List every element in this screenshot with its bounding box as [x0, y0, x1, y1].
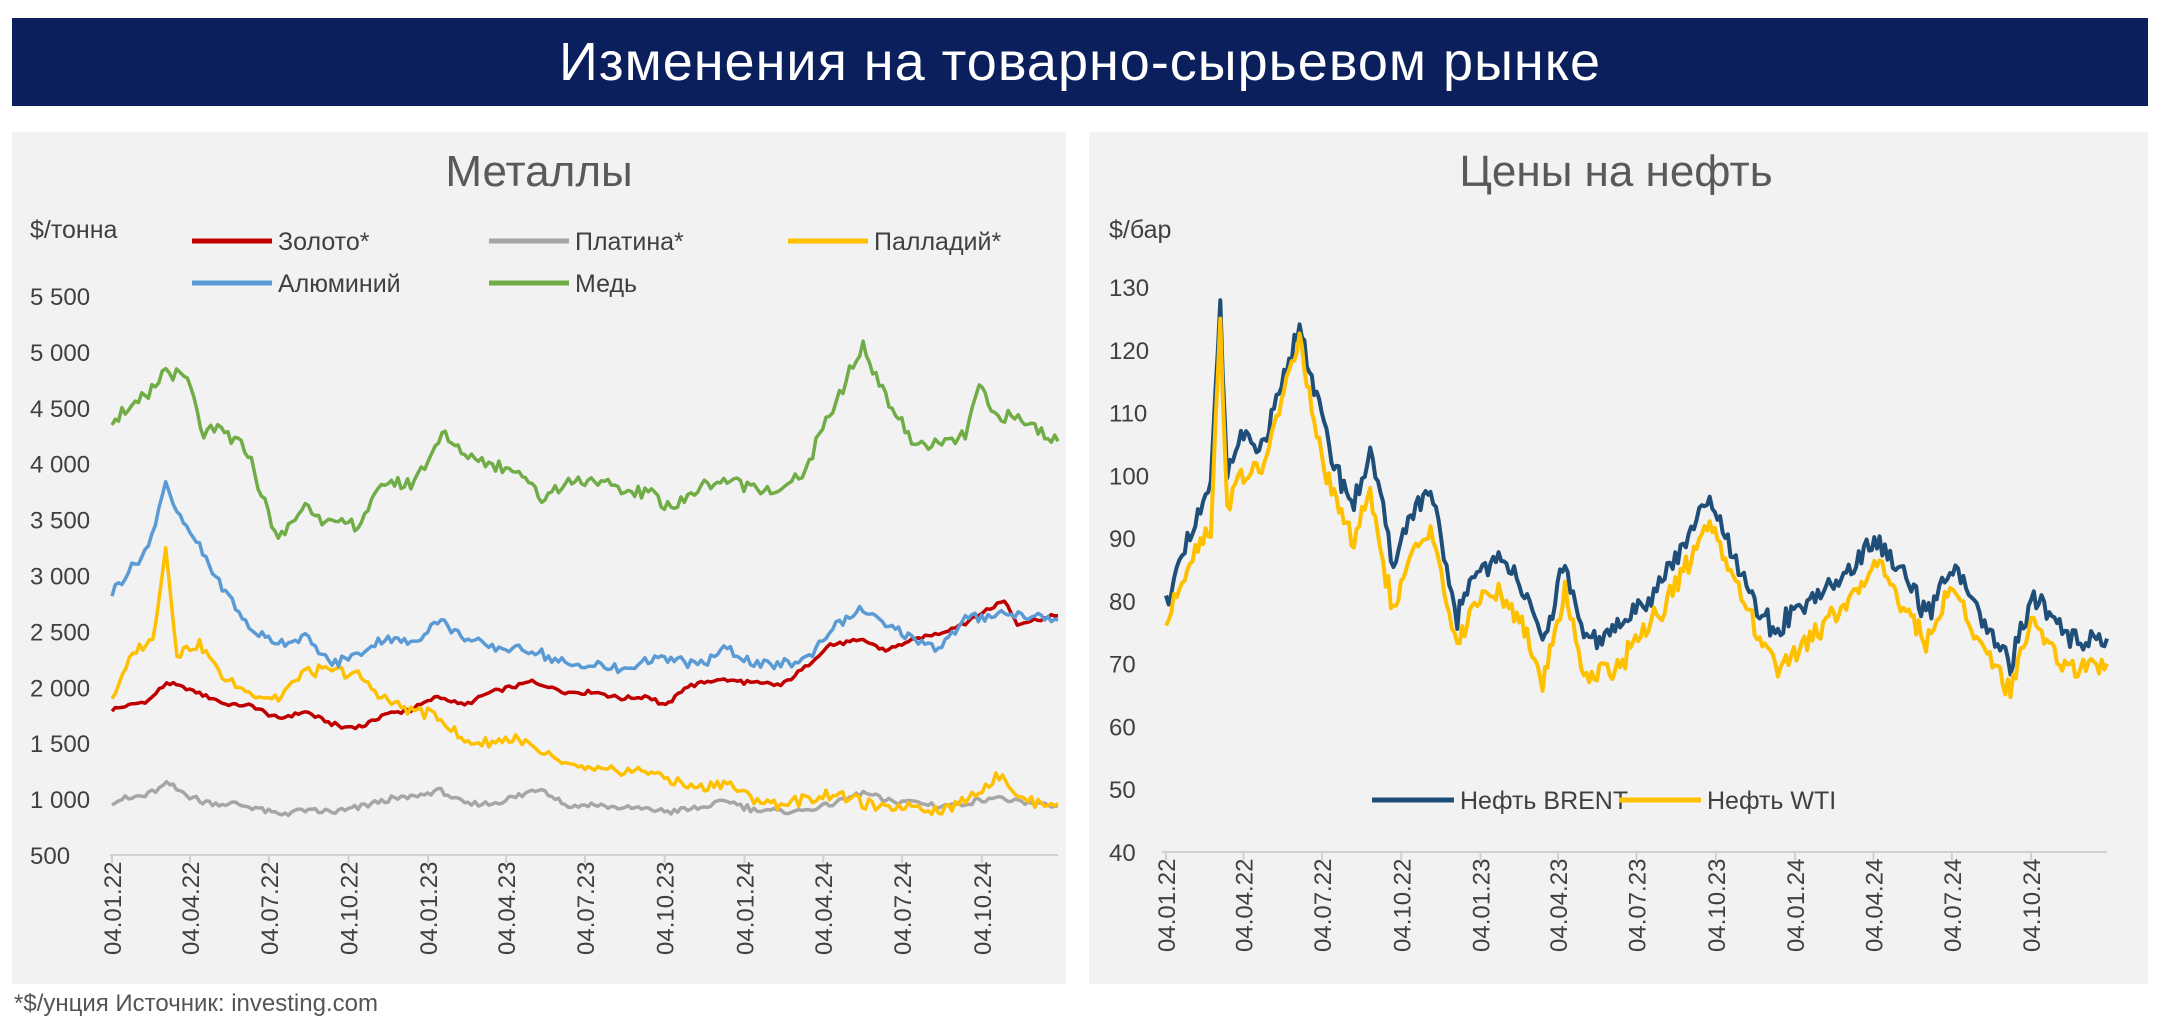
- y-tick-label: 3 000: [30, 564, 90, 591]
- y-tick-label: 80: [1109, 589, 1136, 616]
- y-tick-label: 40: [1109, 840, 1136, 867]
- x-tick-label: 04.07.24: [1940, 859, 1967, 952]
- y-tick-label: 70: [1109, 652, 1136, 679]
- legend-label: Палладий*: [874, 228, 1001, 256]
- y-tick-label: 4 000: [30, 452, 90, 479]
- x-tick-label: 04.04.22: [178, 862, 205, 955]
- metals-chart: Металлы $/тонна Золото* Платина* Палладий*…: [30, 147, 1060, 955]
- y-tick-label: 60: [1109, 714, 1136, 741]
- x-tick-label: 04.01.22: [1154, 859, 1181, 952]
- metals-chart-panel: Металлы $/тонна Золото* Платина* Палладий*…: [12, 132, 1066, 984]
- series-line-4: [110, 339, 1060, 540]
- x-tick-label: 04.07.22: [257, 862, 284, 955]
- x-tick-label: 04.01.23: [416, 862, 443, 955]
- legend-label: Алюминий: [278, 270, 401, 298]
- series-line-3: [110, 479, 1059, 675]
- series-line-2: [110, 545, 1059, 817]
- x-axis-ticks: 04.01.22 04.04.22 04.07.22 04.10.22 04.01.23…: [100, 855, 997, 955]
- y-tick-label: 50: [1109, 777, 1136, 804]
- y-axis-ticks: 500 1 000 1 500 2 000 2 500 3 000 3 500 4 000 4 …: [30, 284, 90, 870]
- y-axis-ticks: 40 50 60 70 80 90 100 110 120 130: [1109, 275, 1149, 867]
- y-tick-label: 1 500: [30, 731, 90, 758]
- footnote: *$/унция Источник: investing.com: [14, 990, 378, 1017]
- x-tick-label: 04.10.24: [970, 862, 997, 955]
- x-tick-label: 04.04.23: [1546, 859, 1573, 952]
- legend-label: Медь: [575, 270, 637, 298]
- y-tick-label: 100: [1109, 463, 1149, 490]
- chart-title: Металлы: [445, 147, 632, 196]
- y-tick-label: 2 000: [30, 675, 90, 702]
- x-tick-label: 04.01.23: [1469, 859, 1496, 952]
- legend: Золото* Платина* Палладий* Алюминий Медь: [192, 228, 1001, 298]
- x-tick-label: 04.04.24: [1861, 859, 1888, 952]
- series-line-0: [110, 599, 1059, 731]
- x-tick-label: 04.04.24: [811, 862, 838, 955]
- x-tick-label: 04.01.24: [732, 862, 759, 955]
- y-tick-label: 5 000: [30, 340, 90, 367]
- oil-chart: Цены на нефть $/бар Нефть BRENT Нефть WTI…: [1109, 147, 2109, 952]
- y-tick-label: 90: [1109, 526, 1136, 553]
- x-tick-label: 04.04.23: [494, 862, 521, 955]
- oil-chart-panel: Цены на нефть $/бар Нефть BRENT Нефть WTI…: [1089, 132, 2148, 984]
- banner: Изменения на товарно-сырьевом рынке: [12, 18, 2148, 106]
- legend: Нефть BRENT Нефть WTI: [1372, 787, 1836, 815]
- x-tick-label: 04.10.22: [1389, 859, 1416, 952]
- x-tick-label: 04.07.23: [573, 862, 600, 955]
- series-line-0: [1164, 298, 2109, 677]
- x-tick-label: 04.07.22: [1310, 859, 1337, 952]
- x-tick-label: 04.10.24: [2019, 859, 2046, 952]
- y-axis-label: $/бар: [1109, 216, 1171, 244]
- series-lines: [110, 339, 1060, 818]
- series-line-1: [1164, 316, 2109, 700]
- y-tick-label: 5 500: [30, 284, 90, 311]
- x-tick-label: 04.04.22: [1232, 859, 1259, 952]
- x-tick-label: 04.01.22: [100, 862, 127, 955]
- y-tick-label: 3 500: [30, 508, 90, 535]
- legend-label: Нефть BRENT: [1460, 787, 1628, 815]
- legend-label: Нефть WTI: [1707, 787, 1836, 815]
- y-tick-label: 130: [1109, 275, 1149, 302]
- x-tick-label: 04.07.24: [890, 862, 917, 955]
- y-axis-label: $/тонна: [30, 216, 118, 244]
- chart-title: Цены на нефть: [1459, 147, 1772, 196]
- x-axis-ticks: 04.01.22 04.04.22 04.07.22 04.10.22 04.01.23…: [1154, 852, 2046, 952]
- y-tick-label: 500: [30, 843, 70, 870]
- x-tick-label: 04.10.23: [1704, 859, 1731, 952]
- series-line-1: [111, 779, 1059, 818]
- x-tick-label: 04.01.24: [1783, 859, 1810, 952]
- page-title: Изменения на товарно-сырьевом рынке: [559, 32, 1601, 92]
- legend-label: Платина*: [575, 228, 684, 256]
- series-lines: [1164, 298, 2109, 700]
- x-tick-label: 04.07.23: [1625, 859, 1652, 952]
- x-tick-label: 04.10.22: [337, 862, 364, 955]
- y-tick-label: 120: [1109, 338, 1149, 365]
- y-tick-label: 1 000: [30, 787, 90, 814]
- y-tick-label: 110: [1109, 401, 1147, 428]
- legend-label: Золото*: [278, 228, 370, 256]
- x-tick-label: 04.10.23: [653, 862, 680, 955]
- y-tick-label: 2 500: [30, 619, 90, 646]
- y-tick-label: 4 500: [30, 396, 90, 423]
